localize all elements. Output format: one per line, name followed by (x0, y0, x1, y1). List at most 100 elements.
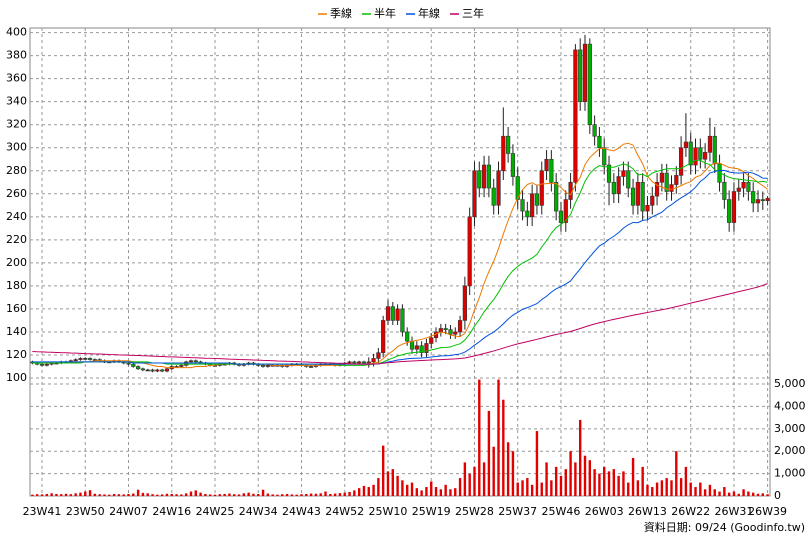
candle-body (260, 365, 266, 367)
volume-bar (237, 494, 241, 496)
volume-bar (252, 493, 255, 496)
candle-body (361, 361, 367, 364)
candle-body (39, 363, 45, 366)
candle-body (491, 187, 496, 206)
candle-body (400, 308, 405, 333)
candle-body (510, 153, 516, 177)
x-tick-label: 24W43 (282, 505, 321, 518)
candle-body (145, 369, 150, 372)
candle-body (457, 320, 463, 333)
candle-body (539, 170, 544, 206)
volume-bar (362, 485, 366, 496)
y-tick-label: 280 (6, 164, 27, 177)
x-tick-label: 24W16 (152, 505, 191, 518)
candle-body (193, 360, 198, 363)
volume-bar (314, 493, 318, 496)
volume-bar (540, 482, 543, 496)
candle-body (126, 362, 131, 365)
volume-bar (242, 493, 246, 496)
plot-frame (29, 27, 771, 497)
y-tick-label: 320 (6, 118, 27, 131)
y-tick-label: 240 (6, 210, 27, 223)
candle-body (366, 361, 371, 364)
volume-bar (756, 493, 760, 496)
legend-label: 年線 (418, 6, 440, 20)
volume-bar (127, 493, 130, 496)
candle-body (693, 147, 698, 166)
volume-bar (516, 482, 519, 496)
volume-bar (564, 469, 567, 496)
candle-body (87, 358, 93, 360)
volume-bar (40, 494, 44, 496)
candle-body (357, 361, 362, 364)
y-tick-label: 220 (6, 233, 27, 246)
volume-bar (694, 487, 697, 496)
y-tick-label: 100 (6, 371, 27, 384)
volume-bar (583, 455, 587, 496)
volume-bar (593, 469, 596, 496)
volume-bar (261, 489, 265, 496)
y-tick-label: 120 (6, 348, 27, 361)
x-tick-label: 25W19 (412, 505, 451, 518)
ma-line (32, 169, 768, 365)
candle-body (606, 164, 612, 183)
y2-tick-label: 5,000 (774, 377, 806, 390)
candle-body (453, 331, 458, 335)
volume-bar (112, 493, 116, 496)
candle-body (429, 337, 434, 344)
volume-bar (247, 492, 250, 496)
volume-bar (372, 484, 375, 496)
candle-body (131, 363, 136, 367)
volume-bar (737, 493, 740, 496)
candle-body (712, 135, 717, 165)
candle-body (554, 181, 559, 212)
candle-body (722, 181, 727, 200)
volume-bar (194, 490, 197, 496)
legend-label: 三年 (462, 6, 484, 20)
volume-bar (751, 492, 755, 496)
candle-body (371, 358, 376, 363)
volume-bar (338, 493, 342, 496)
volume-bar (305, 493, 308, 496)
candle-body (654, 181, 660, 197)
volume-bar (406, 484, 409, 496)
candle-body (424, 343, 429, 353)
volume-bar (631, 457, 635, 496)
x-tick-label: 26W13 (628, 505, 667, 518)
volume-bar (228, 493, 231, 496)
volume-bar (569, 451, 572, 496)
volume-bar (535, 431, 539, 496)
candle-body (265, 365, 270, 367)
candle-body (409, 340, 415, 350)
volume-bar (703, 489, 707, 496)
y2-tick-label: 3,000 (774, 422, 806, 435)
volume-bar (348, 491, 351, 496)
candle-body (405, 331, 410, 342)
candle-body (703, 152, 708, 160)
volume-bar (554, 466, 558, 496)
candle-body (630, 187, 636, 206)
candle-body (472, 170, 477, 218)
candle-body (558, 210, 564, 223)
candle-body (179, 365, 184, 367)
volume-bar (670, 480, 673, 496)
y-tick-label: 300 (6, 141, 27, 154)
volume-bar (132, 493, 135, 496)
volume-bar (357, 488, 361, 496)
volume-bar (660, 480, 664, 496)
candle-body (616, 176, 621, 195)
y-tick-label: 400 (6, 26, 27, 39)
candle-body (496, 170, 501, 206)
volume-bar (93, 493, 97, 496)
candle-body (525, 210, 530, 218)
volume-bar (708, 484, 712, 496)
candle-body (486, 164, 491, 189)
volume-bar (324, 491, 327, 496)
volume-bar (88, 490, 92, 496)
candle-body (659, 172, 664, 183)
volume-bar (257, 493, 260, 496)
volume-bar (117, 494, 121, 496)
volume-bar (266, 493, 270, 496)
volume-bar (675, 451, 678, 496)
